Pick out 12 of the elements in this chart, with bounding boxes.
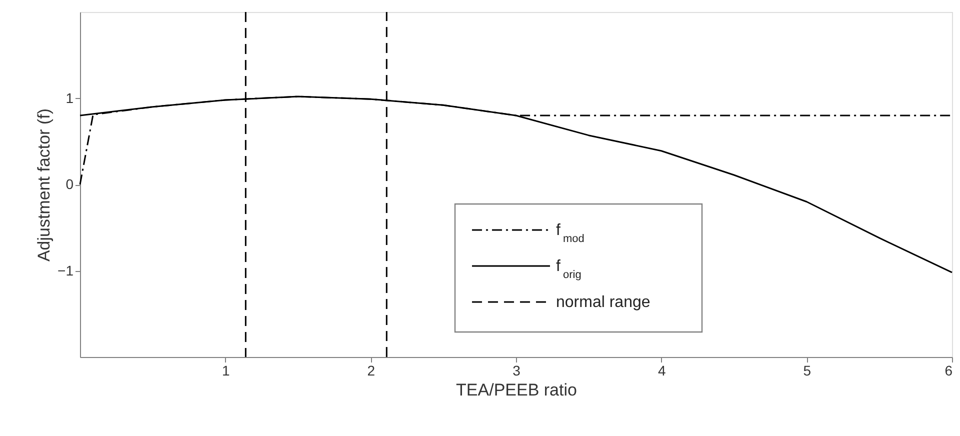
x-tick-label: 2 bbox=[367, 362, 376, 378]
x-tick-label: 1 bbox=[222, 362, 230, 378]
y-tick-label: 1 bbox=[66, 90, 74, 106]
y-tick-label: −1 bbox=[58, 262, 74, 278]
legend-label: normal range bbox=[556, 294, 650, 311]
x-axis-title: TEA/PEEB ratio bbox=[456, 380, 577, 400]
x-tick-label: 6 bbox=[944, 362, 953, 378]
x-tick-label: 4 bbox=[658, 362, 666, 378]
y-tick-label: 0 bbox=[66, 176, 74, 192]
x-tick-label: 3 bbox=[512, 362, 521, 378]
y-axis-title: Adjustment factor (f) bbox=[34, 108, 54, 262]
x-tick-label: 5 bbox=[803, 362, 812, 378]
